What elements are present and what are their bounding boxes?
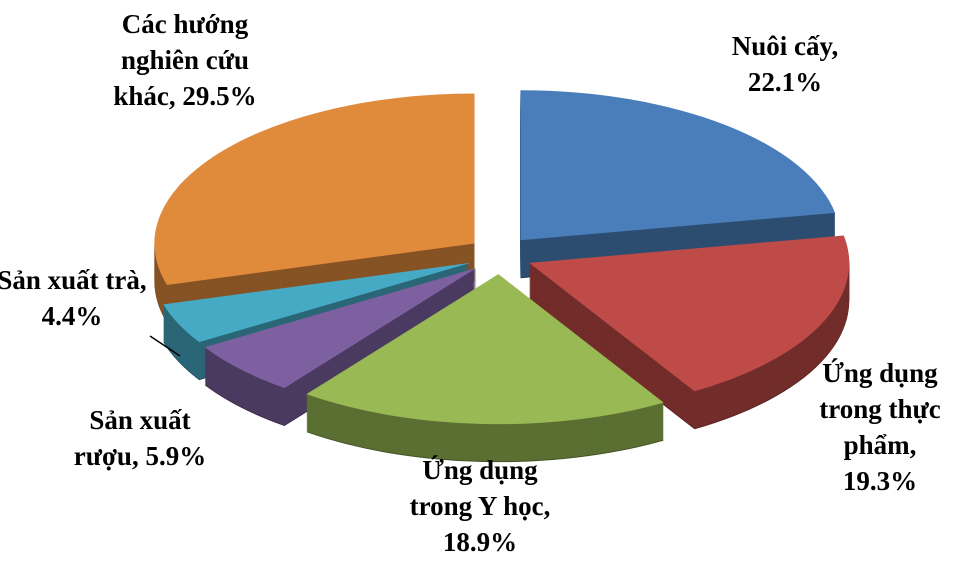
data-label: Ứng dụng trong thực phẩm, 19.3% <box>819 358 941 496</box>
data-label: Ứng dụng trong Y học, 18.9% <box>409 455 551 557</box>
slice <box>529 235 850 392</box>
data-label: Sản xuất rượu, 5.9% <box>73 405 207 471</box>
leader-line <box>149 335 181 357</box>
data-label: Các hướng nghiên cứu khác, 29.5% <box>113 9 257 111</box>
slice <box>306 274 664 425</box>
slice <box>520 90 836 241</box>
slice <box>204 267 477 388</box>
data-label: Nuôi cấy, 22.1% <box>731 31 839 97</box>
slice <box>154 93 475 286</box>
data-label: Sản xuất trà, 4.4% <box>0 265 147 331</box>
slice <box>163 262 471 343</box>
